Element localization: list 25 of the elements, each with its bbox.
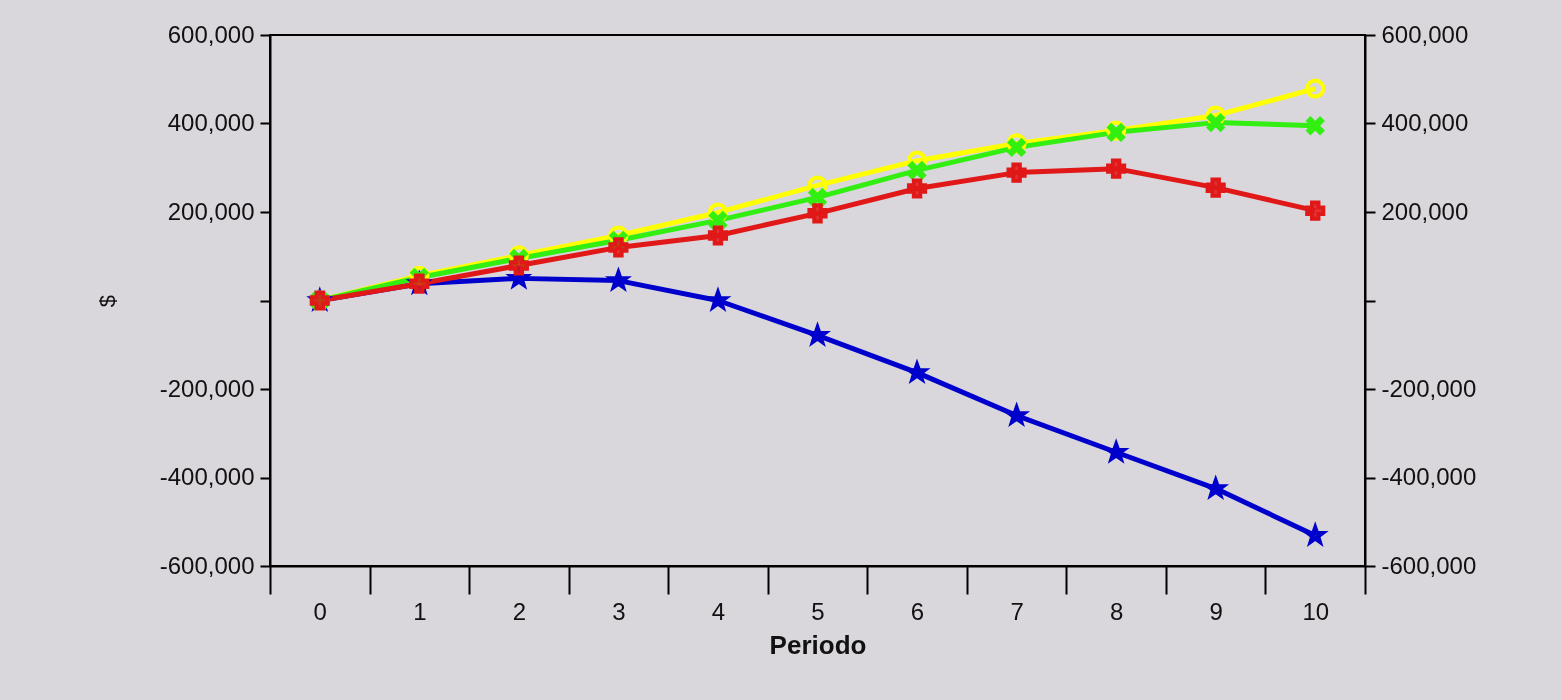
x-tick-label: 7: [1010, 597, 1024, 625]
x-tick-label: 8: [1109, 597, 1124, 625]
y2-tick-label: -200,000: [1381, 374, 1477, 402]
y-tick-label: 600,000: [167, 20, 255, 48]
x-tick-label: 4: [711, 597, 726, 625]
x-tick-label: 9: [1209, 597, 1223, 625]
y2-tick-label: 400,000: [1381, 109, 1469, 136]
x-tick-label: 6: [910, 597, 925, 625]
x-tick-label: 10: [1302, 597, 1330, 625]
x-tick-label: 0: [313, 597, 327, 625]
x-tick-label: 3: [612, 597, 626, 625]
x-axis-title: Periodo: [769, 629, 867, 660]
y-tick-label: -400,000: [159, 463, 255, 490]
x-tick-label: 5: [811, 597, 825, 625]
y-axis-title: $: [94, 294, 120, 308]
x-tick-label: 2: [512, 597, 527, 625]
y2-tick-label: 600,000: [1381, 20, 1469, 48]
y-tick-label: -200,000: [159, 374, 255, 402]
y2-tick-label: -400,000: [1381, 463, 1477, 490]
y2-tick-label: -600,000: [1381, 551, 1477, 579]
y-tick-label: 400,000: [167, 109, 255, 136]
y-tick-label: 200,000: [167, 197, 255, 225]
y-tick-label: -600,000: [159, 551, 255, 579]
y2-tick-label: 200,000: [1381, 197, 1469, 225]
x-tick-label: 1: [413, 597, 427, 625]
